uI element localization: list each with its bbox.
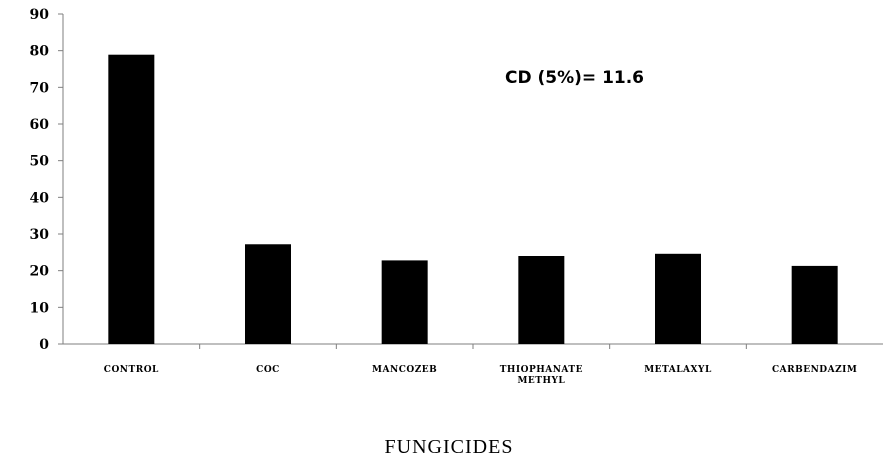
y-tick-label: 70 <box>30 80 50 96</box>
cd-annotation: CD (5%)= 11.6 <box>505 68 644 88</box>
y-tick-label: 10 <box>30 300 50 316</box>
x-tick-label: MANCOZEB <box>372 365 437 375</box>
y-tick-label: 30 <box>30 227 50 243</box>
axes <box>62 14 883 349</box>
bar-carbendazim <box>791 265 838 344</box>
x-tick-label: CARBENDAZIM <box>772 365 857 375</box>
x-tick-label: THIOPHANATE METHYL <box>500 365 583 386</box>
y-tick-label: 0 <box>39 337 49 353</box>
x-axis-title: FUNGICIDES <box>385 436 514 458</box>
y-tick-label: 20 <box>30 264 50 280</box>
y-axis-ticks: 0 10 20 30 40 50 60 70 80 90 <box>30 7 63 353</box>
x-axis-labels: CONTROL COC MANCOZEB THIOPHANATE METHYL METAL… <box>104 365 857 386</box>
bar-control <box>108 54 155 344</box>
x-tick-label: CONTROL <box>104 365 159 375</box>
y-tick-label: 90 <box>30 7 50 23</box>
y-tick-label: 60 <box>30 117 50 133</box>
x-tick-label: COC <box>256 365 280 375</box>
bar-coc <box>245 244 291 344</box>
bars <box>108 54 838 344</box>
bar-mancozeb <box>381 260 428 344</box>
y-tick-label: 80 <box>30 44 50 60</box>
y-tick-label: 40 <box>30 190 50 206</box>
y-tick-label: 50 <box>30 154 50 170</box>
x-tick-label: METALAXYL <box>644 365 712 375</box>
bar-metalaxyl <box>655 253 701 344</box>
bar-thiophanate-methyl <box>518 256 565 344</box>
